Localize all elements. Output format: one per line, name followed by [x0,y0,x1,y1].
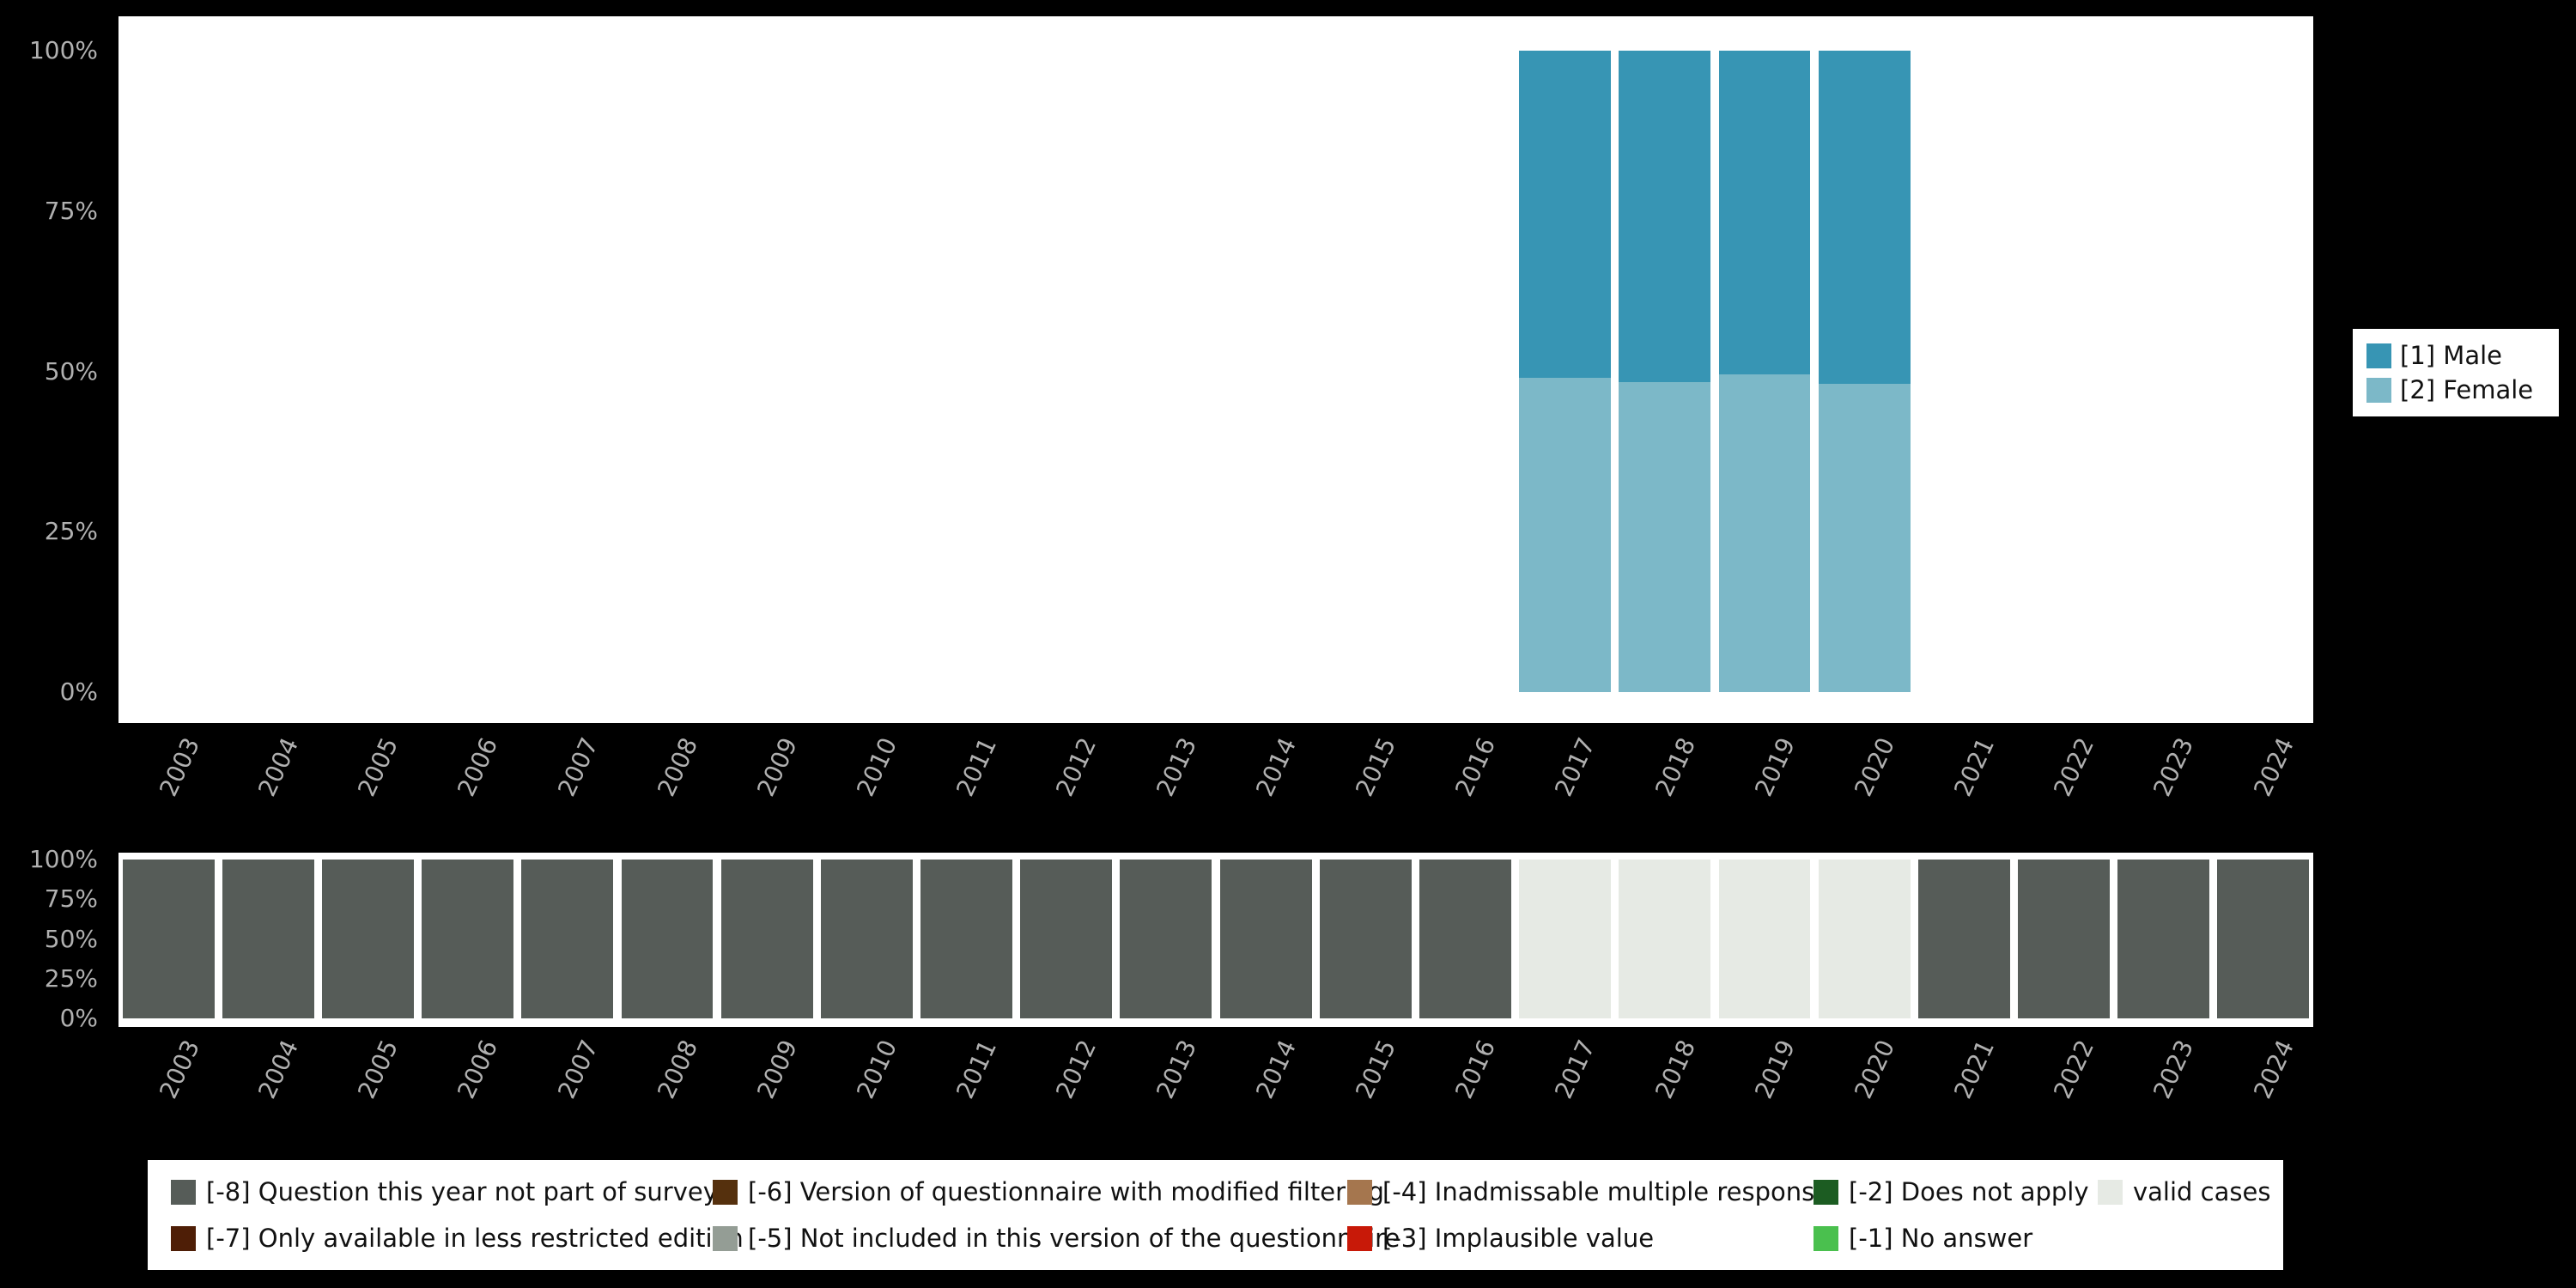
bar-segment-2008-8-question-this-year-not-part-of-survey [621,860,714,1018]
missing-legend-swatch-valid-cases [2098,1179,2123,1205]
y-tick-label-25: 25% [44,963,98,993]
missing-chart-x-axis: 2003 2004 2005 2006 2007 2008 2009 2010 2011 2012… [118,1030,2313,1159]
missing-codes-legend: [-8] Question this year not part of surv… [148,1160,2283,1270]
x-tick-label-2024: 2024 [2247,1036,2300,1103]
y-tick-label-25: 25% [44,517,98,546]
bar-segment-2005-8-question-this-year-not-part-of-survey [322,860,414,1018]
bar-segment-2022-8-question-this-year-not-part-of-survey [2018,860,2110,1018]
missing-legend-swatch-2-does-not-apply [1814,1179,1838,1205]
sex-chart-x-axis: 2003 2004 2005 2006 2007 2008 2009 2010 2011 2012… [118,728,2313,857]
missing-legend-item-3-implausible-value: [-3] Implausible value [1347,1224,1654,1253]
bar-segment-2017-1-male [1519,51,1612,378]
bar-segment-2003-8-question-this-year-not-part-of-survey [122,860,215,1018]
bar-segment-2013-8-question-this-year-not-part-of-survey [1120,860,1212,1018]
missing-legend-label: [-7] Only available in less restricted e… [206,1224,744,1253]
legend-label: [2] Female [2400,375,2534,404]
y-tick-label-75: 75% [44,196,98,225]
legend-label: [1] Male [2400,341,2502,370]
bar-segment-2019-valid-cases [1718,860,1811,1018]
missing-legend-swatch-8-question-this-year-not-part-of-survey [171,1179,196,1205]
bar-segment-2017-valid-cases [1519,860,1612,1018]
missing-legend-item-6-version-of-questionnaire-with-modified-filtering: [-6] Version of questionnaire with modif… [713,1177,1384,1206]
y-tick-label-100: 100% [28,845,98,873]
bar-segment-2019-2-female [1718,374,1811,692]
missing-legend-swatch-3-implausible-value [1347,1225,1372,1251]
y-tick-label-100: 100% [28,36,98,64]
bar-segment-2018-valid-cases [1619,860,1711,1018]
bar-segment-2006-8-question-this-year-not-part-of-survey [422,860,514,1018]
x-tick-label-2024: 2024 [2247,733,2300,801]
bar-segment-2023-8-question-this-year-not-part-of-survey [2117,860,2210,1018]
bar-segment-2020-2-female [1818,384,1911,692]
missing-legend-item-2-does-not-apply: [-2] Does not apply [1814,1177,2089,1206]
missing-legend-label: [-3] Implausible value [1382,1224,1655,1253]
bar-segment-2011-8-question-this-year-not-part-of-survey [920,860,1012,1018]
missing-legend-label: [-4] Inadmissable multiple response [1382,1177,1831,1206]
sex-distribution-chart-panel [118,16,2313,723]
bar-segment-2012-8-question-this-year-not-part-of-survey [1020,860,1113,1018]
bar-segment-2010-8-question-this-year-not-part-of-survey [820,860,913,1018]
bar-segment-2017-2-female [1519,377,1612,692]
missing-legend-label: [-8] Question this year not part of surv… [206,1177,718,1206]
sex-chart-y-axis: 0% 25% 50% 75% 100% [0,16,108,723]
x-tick-wrap: 2024 [118,733,2300,801]
missing-legend-swatch-4-inadmissable-multiple-response [1347,1179,1372,1205]
legend-item-1-male: [1] Male [2366,341,2559,370]
bar-segment-2009-8-question-this-year-not-part-of-survey [720,860,813,1018]
bar-segment-2024-8-question-this-year-not-part-of-survey [2217,860,2310,1018]
missing-legend-item-8-question-this-year-not-part-of-survey: [-8] Question this year not part of surv… [171,1177,718,1206]
missing-legend-item-valid-cases: valid cases [2098,1177,2270,1206]
missing-legend-swatch-1-no-answer [1814,1225,1838,1251]
missing-values-chart-panel [118,853,2313,1027]
y-tick-label-0: 0% [59,677,98,706]
y-tick-label-50: 50% [44,924,98,953]
y-tick-label-50: 50% [44,356,98,386]
legend-swatch-1-male [2366,343,2391,368]
y-tick-label-75: 75% [44,884,98,914]
bar-segment-2021-8-question-this-year-not-part-of-survey [1917,860,2010,1018]
sex-legend: [1] Male [2] Female [2353,329,2559,416]
missing-legend-swatch-6-version-of-questionnaire-with-modified-filtering [713,1179,738,1205]
missing-legend-swatch-7-only-available-in-less-restricted-edition [171,1225,196,1251]
legend-swatch-2-female [2366,377,2391,403]
bar-segment-2007-8-question-this-year-not-part-of-survey [521,860,614,1018]
bar-segment-2018-1-male [1619,51,1711,383]
bar-segment-2020-1-male [1818,51,1911,385]
missing-legend-label: [-1] No answer [1849,1224,2033,1253]
bar-segment-2019-1-male [1718,51,1811,375]
missing-legend-item-7-only-available-in-less-restricted-edition: [-7] Only available in less restricted e… [171,1224,744,1253]
missing-legend-label: [-6] Version of questionnaire with modif… [748,1177,1384,1206]
bar-segment-2020-valid-cases [1818,860,1911,1018]
bar-segment-2018-2-female [1619,382,1711,692]
missing-chart-y-axis: 0% 25% 50% 75% 100% [0,845,108,1032]
y-tick-label-0: 0% [59,1004,98,1032]
bar-segment-2014-8-question-this-year-not-part-of-survey [1219,860,1312,1018]
missing-legend-item-4-inadmissable-multiple-response: [-4] Inadmissable multiple response [1347,1177,1830,1206]
bar-segment-2016-8-question-this-year-not-part-of-survey [1419,860,1511,1018]
bar-segment-2004-8-question-this-year-not-part-of-survey [222,860,314,1018]
legend-item-2-female: [2] Female [2366,375,2559,404]
sex-distribution-plot-area [118,51,2313,692]
missing-legend-swatch-5-not-included-in-this-version-of-the-questionnaire [713,1225,738,1251]
missing-legend-label: [-5] Not included in this version of the… [748,1224,1400,1253]
missing-legend-label: [-2] Does not apply [1849,1177,2089,1206]
bar-segment-2015-8-question-this-year-not-part-of-survey [1319,860,1412,1018]
missing-values-plot-area [118,860,2313,1018]
x-tick-wrap: 2024 [118,1036,2300,1103]
missing-legend-item-5-not-included-in-this-version-of-the-questionnaire: [-5] Not included in this version of the… [713,1224,1400,1253]
missing-legend-label: valid cases [2133,1177,2271,1206]
missing-legend-item-1-no-answer: [-1] No answer [1814,1224,2032,1253]
